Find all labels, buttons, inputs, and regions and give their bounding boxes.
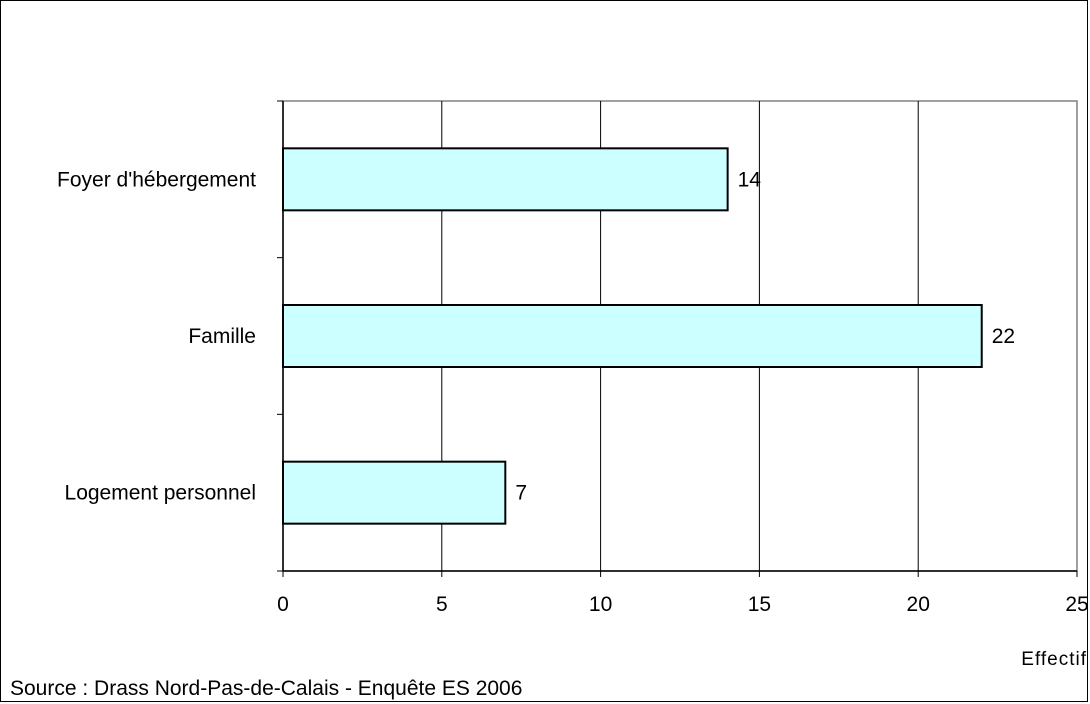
bar bbox=[282, 304, 983, 368]
x-tick-label: 25 bbox=[1065, 593, 1088, 616]
category-label: Foyer d'hébergement bbox=[57, 168, 256, 191]
bar bbox=[282, 147, 729, 212]
x-tick-label: 15 bbox=[748, 593, 771, 616]
bar bbox=[282, 460, 507, 525]
x-tick-label: 5 bbox=[436, 593, 448, 616]
x-axis-title: Effectif bbox=[1021, 649, 1087, 670]
category-label: Logement personnel bbox=[65, 482, 256, 505]
x-tick-label: 20 bbox=[907, 593, 930, 616]
source-note: Source : Drass Nord-Pas-de-Calais - Enqu… bbox=[10, 677, 523, 700]
x-tick-label: 0 bbox=[277, 593, 289, 616]
data-label: 22 bbox=[992, 325, 1015, 348]
data-label: 7 bbox=[515, 482, 527, 505]
x-tick-label: 10 bbox=[589, 593, 612, 616]
bars-layer bbox=[282, 147, 983, 525]
labels-layer: 0 5 10 15 20 25 Foyer d'hébergement 14 Famille 22… bbox=[57, 168, 1089, 616]
data-label: 14 bbox=[738, 168, 762, 191]
category-label: Famille bbox=[188, 325, 256, 348]
axis-layer bbox=[277, 100, 1078, 577]
